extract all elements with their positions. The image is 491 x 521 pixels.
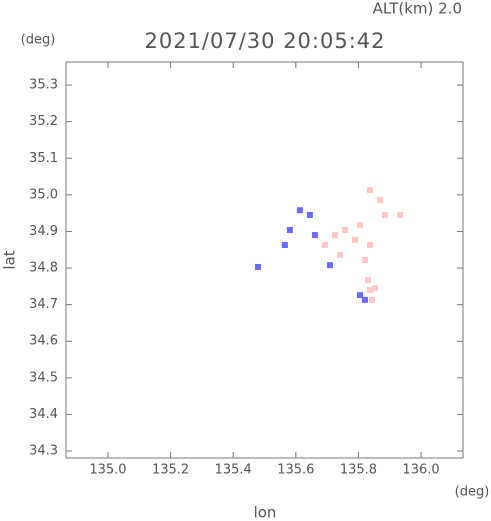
data-point: [397, 211, 404, 218]
x-tick-label: 135.4: [215, 463, 252, 478]
y-tick-label: 35.3: [29, 78, 58, 93]
x-tick-label: 136.0: [402, 463, 439, 478]
data-point: [281, 241, 288, 248]
y-tick-label: 35.2: [29, 114, 58, 129]
data-point: [254, 263, 261, 270]
y-tick-label: 34.3: [29, 444, 58, 459]
chart-title: 2021/07/30 20:05:42: [144, 29, 385, 53]
x-axis-label: lon: [254, 504, 277, 521]
data-point: [362, 257, 369, 263]
y-axis-label: lat: [1, 250, 19, 269]
y-tick-label: 35.1: [29, 151, 58, 166]
altitude-annotation: ALT(km) 2.0: [373, 0, 462, 18]
y-tick-label: 34.8: [29, 261, 58, 276]
data-point: [367, 187, 374, 194]
data-point: [286, 226, 293, 233]
data-point: [351, 236, 358, 243]
x-tick-label: 135.8: [340, 463, 377, 478]
data-point: [377, 196, 384, 203]
data-point: [367, 287, 374, 294]
y-tick-label: 35.0: [29, 187, 58, 202]
data-point: [382, 211, 389, 218]
data-point: [296, 207, 303, 214]
data-point: [326, 262, 333, 269]
data-point: [331, 232, 338, 239]
y-unit: (deg): [21, 33, 56, 48]
y-tick-label: 34.5: [29, 370, 58, 385]
data-point: [362, 296, 369, 303]
data-point: [356, 221, 363, 228]
data-point: [356, 292, 363, 299]
data-point: [341, 226, 348, 233]
y-tick-label: 34.4: [29, 407, 58, 422]
data-point: [321, 241, 328, 248]
data-point: [367, 241, 374, 248]
data-point: [368, 296, 375, 303]
y-tick-label: 34.7: [29, 297, 58, 312]
x-unit: (deg): [455, 485, 490, 500]
x-tick-label: 135.6: [277, 463, 314, 478]
x-tick-label: 135.2: [152, 463, 189, 478]
data-point: [372, 285, 379, 292]
y-tick-label: 34.9: [29, 224, 58, 239]
x-tick-label: 135.0: [89, 463, 126, 478]
data-point: [311, 232, 318, 239]
plot-frame: [65, 61, 464, 459]
data-point: [306, 211, 313, 218]
y-tick-label: 34.6: [29, 334, 58, 349]
data-point: [336, 251, 343, 258]
data-point: [365, 277, 372, 284]
